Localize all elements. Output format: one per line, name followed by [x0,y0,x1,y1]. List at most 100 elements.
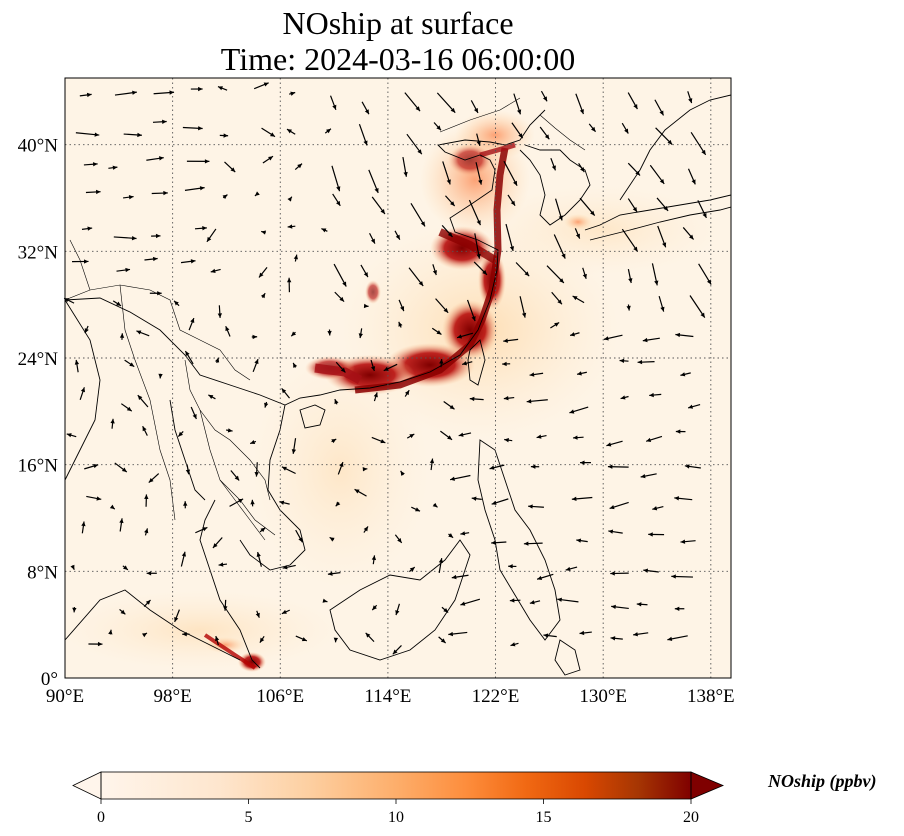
wind-arrow [523,541,543,546]
wind-arrow [88,641,103,647]
wind-arrow [652,505,664,511]
wind-arrow [657,225,667,248]
wind-arrow [649,392,662,398]
wind-arrow [122,565,129,571]
wind-arrow [550,321,560,329]
wind-arrow [642,337,660,343]
wind-arrow [526,399,548,404]
wind-arrow [621,228,639,252]
wind-arrow [398,299,405,312]
wind-arrow [362,466,368,472]
wind-arrow [123,195,134,200]
coastlines [65,94,731,676]
wind-arrow [282,564,296,570]
wind-arrow [109,504,116,510]
wind-arrow [402,156,408,177]
wind-arrow [513,93,522,115]
wind-arrow [369,232,376,244]
gridlines [65,78,731,678]
wind-arrow [503,160,518,186]
wind-arrow [603,334,623,341]
wind-arrow [184,350,194,365]
wind-arrow [449,474,471,481]
wind-arrow [255,610,260,618]
wind-arrow [637,359,655,365]
wind-arrow [550,157,557,171]
wind-arrow [540,90,548,102]
wind-arrow [373,392,378,402]
wind-arrow [432,264,437,276]
wind-arrow [689,295,706,318]
wind-arrow [120,403,133,412]
wind-arrow [621,122,629,134]
wind-arrow [180,551,187,567]
wind-arrow [476,133,481,146]
wind-arrow [264,401,269,408]
wind-arrow [81,521,86,534]
wind-arrow [174,609,180,623]
wind-arrow [335,501,341,507]
wind-arrow [588,123,597,133]
latitude-axis: 0° 8°N 16°N 24°N 32°N 40°N [18,136,59,690]
wind-arrow [70,564,75,570]
wind-arrow [327,329,332,336]
wind-arrow [448,533,454,539]
wind-arrow [119,518,124,532]
wind-arrow [411,506,421,512]
wind-arrow [648,532,665,537]
wind-arrow [553,234,566,259]
wind-arrow [529,600,541,605]
lon-tick-label: 130°E [579,686,627,707]
wind-arrow [81,226,93,231]
wind-arrow [86,495,102,501]
wind-arrow [108,165,118,170]
lat-tick-label: 24°N [18,349,59,370]
wind-arrow [84,325,89,334]
wind-arrow [358,328,363,339]
wind-arrow [504,438,513,443]
wind-arrow [361,101,370,115]
wind-arrow [436,92,456,114]
wind-arrow [354,488,367,497]
wind-arrow [674,606,685,611]
wind-arrow [536,434,547,439]
wind-arrow [72,607,77,613]
wind-arrow [491,540,507,545]
wind-arrow [294,163,303,170]
wind-arrow [410,202,426,227]
wind-arrow [136,330,150,337]
wind-arrow [460,531,470,536]
wind-arrow [148,473,160,484]
lon-tick-label: 90°E [46,686,84,707]
wind-arrow [633,632,649,637]
wind-arrow [186,159,210,164]
wind-arrow [674,496,693,501]
wind-arrow [329,95,337,110]
wind-arrow [253,82,269,90]
wind-arrow [261,230,267,235]
wind-arrow [261,127,276,138]
wind-arrow [460,598,481,606]
wind-arrow [502,361,511,367]
wind-arrow [667,635,688,642]
wind-arrow [143,599,151,607]
wind-arrow [251,334,258,340]
wind-arrow [698,263,712,285]
wind-arrow [224,161,236,173]
wind-arrow [439,358,444,368]
wind-arrow [578,163,585,173]
wind-arrow [360,264,369,278]
wind-arrow [119,608,126,615]
wind-arrow [327,571,341,576]
wind-arrow [576,538,588,543]
wind-arrow [606,440,623,447]
wind-arrow [210,268,221,273]
wind-arrow [576,371,587,376]
colorbar-extend-max [690,771,725,800]
wind-arrow [582,267,587,279]
wind-arrow [119,333,125,340]
wind-arrow [557,597,579,603]
wind-arrow [509,598,521,603]
wind-arrow [627,198,638,213]
wind-arrow [574,228,581,239]
